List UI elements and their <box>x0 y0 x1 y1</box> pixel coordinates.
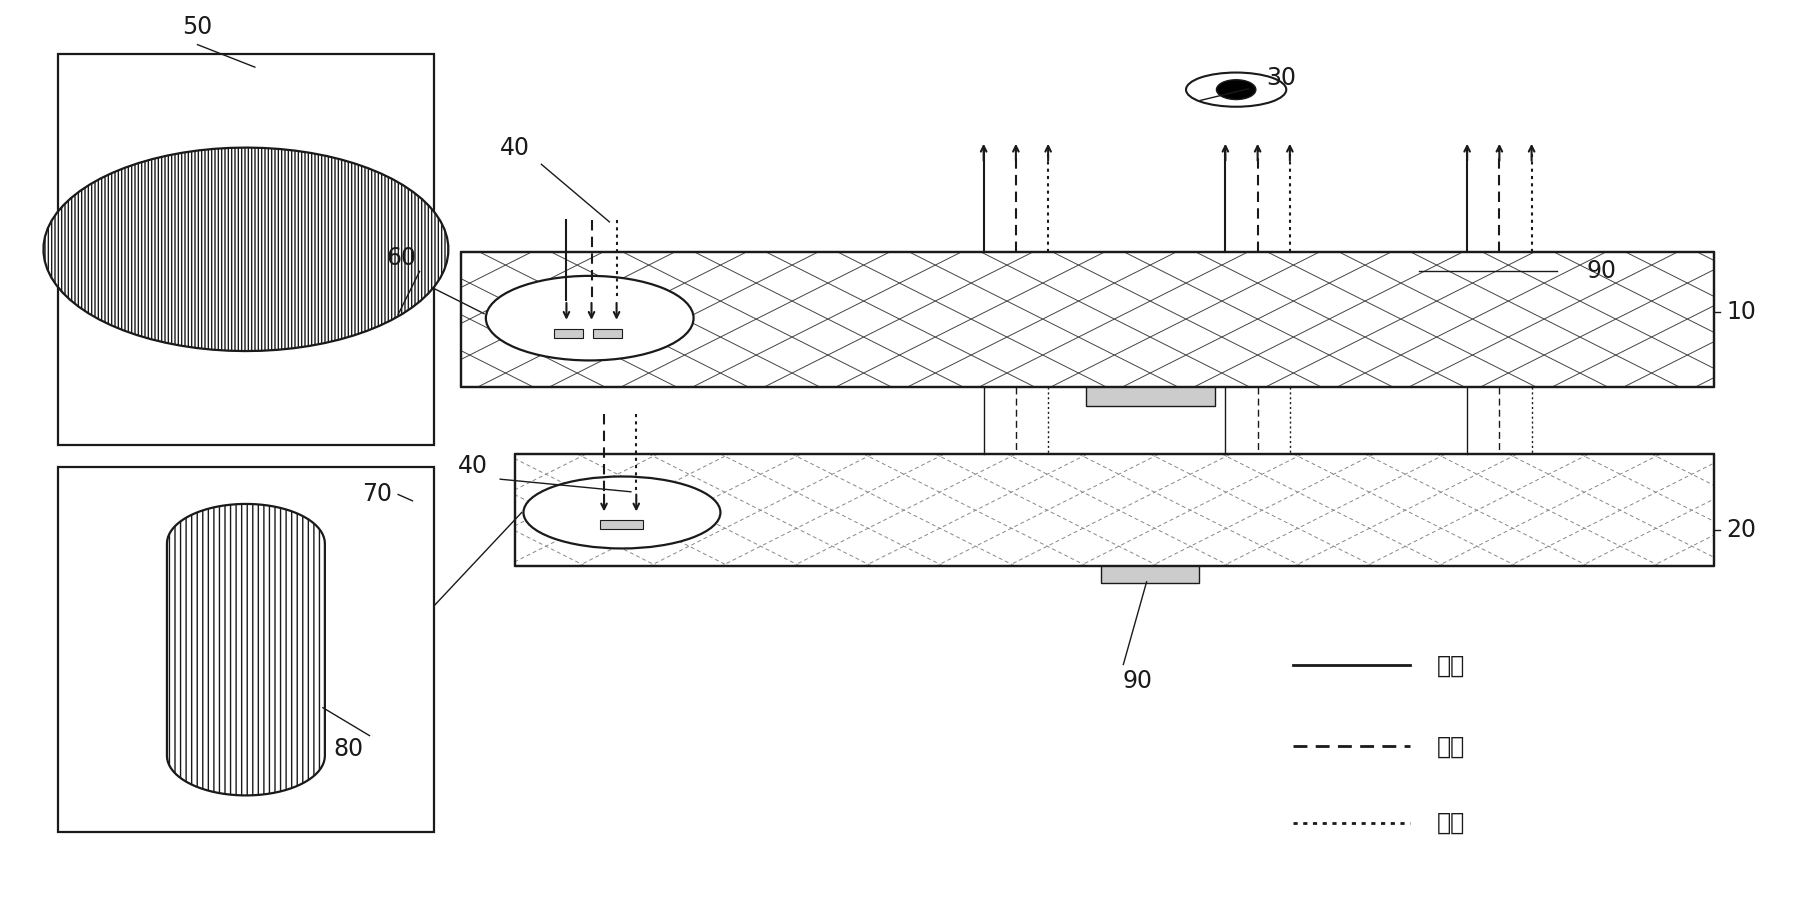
Bar <box>58 54 433 445</box>
Text: 40: 40 <box>500 136 529 160</box>
Text: 60: 60 <box>387 246 417 270</box>
Text: 50: 50 <box>182 15 212 39</box>
Bar <box>1086 387 1214 406</box>
Text: 30: 30 <box>1266 66 1295 90</box>
Text: 90: 90 <box>1586 260 1616 283</box>
Text: 40: 40 <box>458 454 487 478</box>
Bar <box>593 329 622 338</box>
Ellipse shape <box>485 276 694 360</box>
Bar <box>601 519 644 528</box>
Text: 70: 70 <box>361 482 392 507</box>
Text: 80: 80 <box>333 737 363 761</box>
Polygon shape <box>167 504 325 795</box>
Bar <box>1100 567 1199 583</box>
Bar <box>460 252 1713 387</box>
Text: 红光: 红光 <box>1437 654 1464 677</box>
Ellipse shape <box>1185 73 1286 107</box>
Bar <box>514 454 1713 567</box>
Text: 10: 10 <box>1726 300 1755 324</box>
Text: 20: 20 <box>1724 518 1755 542</box>
Bar <box>58 468 433 832</box>
Polygon shape <box>43 148 448 351</box>
Ellipse shape <box>523 477 719 548</box>
Circle shape <box>1215 80 1255 100</box>
Text: 90: 90 <box>1122 668 1153 693</box>
Text: 蓝光: 蓝光 <box>1437 811 1464 834</box>
Text: 绿光: 绿光 <box>1437 735 1464 758</box>
Bar <box>554 329 583 338</box>
